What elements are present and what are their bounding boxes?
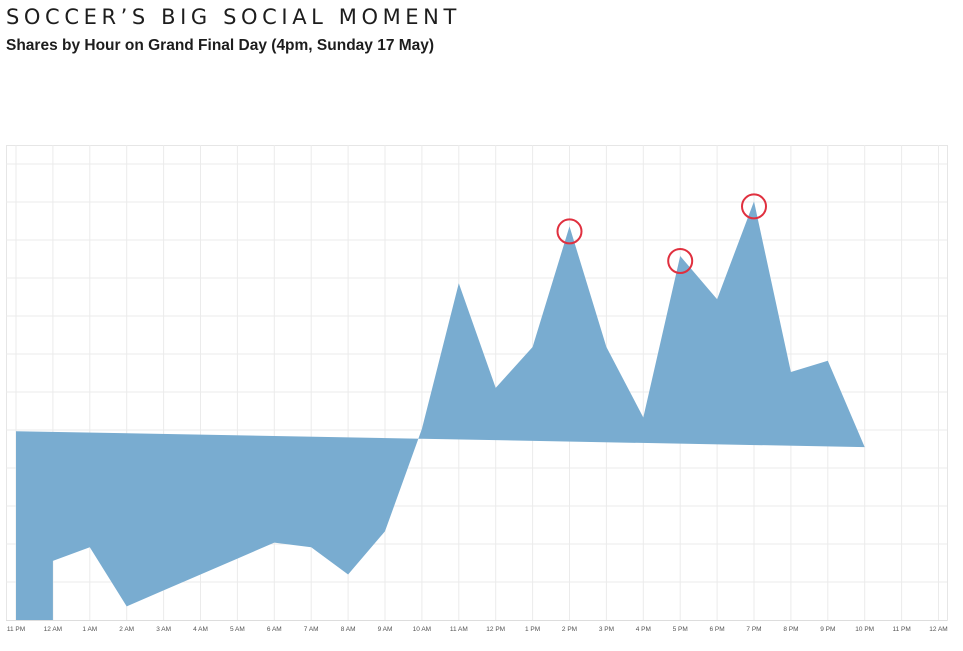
data-point-9-am (383, 529, 387, 533)
x-tick-label: 5 PM (673, 626, 688, 633)
x-tick-label: 2 PM (562, 626, 577, 633)
data-point-8-am (346, 573, 350, 577)
x-tick-label: 1 AM (82, 626, 97, 633)
data-point-5-am (235, 557, 239, 561)
x-tick-label: 11 AM (450, 626, 468, 633)
x-tick-label: 4 PM (636, 626, 651, 633)
x-tick-label: 7 PM (746, 626, 761, 633)
x-tick-label: 2 AM (119, 626, 134, 633)
x-tick-label: 8 PM (783, 626, 798, 633)
data-point-12-am (51, 559, 55, 563)
x-tick-label: 12 AM (929, 626, 947, 633)
x-tick-label: 9 AM (378, 626, 393, 633)
data-point-8-pm (789, 370, 793, 374)
data-point-11-am (457, 281, 461, 285)
data-point-2-am (125, 604, 129, 608)
data-point-11-pm (14, 429, 18, 433)
x-tick-label: 4 AM (193, 626, 208, 633)
x-tick-label: 3 AM (156, 626, 171, 633)
data-point-3-pm (604, 345, 608, 349)
x-tick-label: 12 PM (486, 626, 505, 633)
x-tick-label: 9 PM (820, 626, 835, 633)
data-point-10-pm (863, 445, 867, 449)
x-tick-label: 11 PM (892, 626, 910, 633)
data-point-4-am (199, 573, 203, 577)
data-point-6-am (272, 541, 276, 545)
data-point-5-pm (678, 254, 682, 258)
x-tick-label: 6 PM (710, 626, 725, 633)
x-tick-label: 1 PM (525, 626, 540, 633)
data-point-1-am (88, 545, 92, 549)
data-point-9-pm (826, 359, 830, 363)
x-tick-label: 12 AM (44, 626, 62, 633)
data-point-3-am (162, 588, 166, 592)
x-tick-label: 3 PM (599, 626, 614, 633)
data-point-7-am (309, 545, 313, 549)
x-tick-label: 5 AM (230, 626, 245, 633)
x-tick-label: 11 PM (7, 626, 25, 633)
x-tick-label: 10 AM (413, 626, 431, 633)
data-point-7-pm (752, 199, 756, 203)
data-point-12-pm (494, 386, 498, 390)
data-point-1-pm (531, 345, 535, 349)
x-tick-label: 7 AM (304, 626, 319, 633)
data-point-10-am (420, 427, 424, 431)
data-point-4-pm (641, 416, 645, 420)
data-point-2-pm (568, 224, 572, 228)
x-tick-label: 6 AM (267, 626, 282, 633)
data-point-6-pm (715, 297, 719, 301)
x-tick-label: 8 AM (341, 626, 356, 633)
x-tick-label: 10 PM (855, 626, 874, 633)
